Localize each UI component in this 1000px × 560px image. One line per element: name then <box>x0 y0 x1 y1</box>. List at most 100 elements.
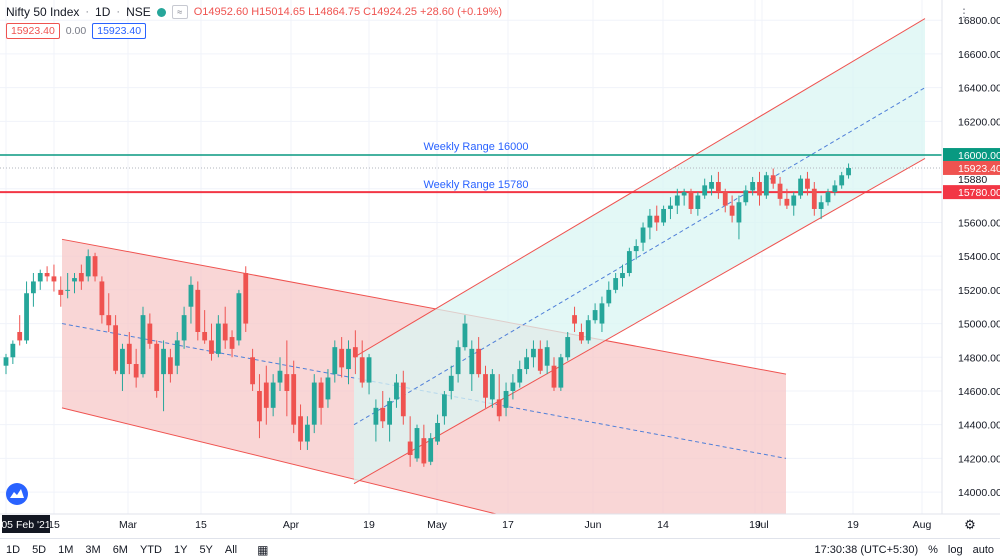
candle-body <box>3 357 9 366</box>
candle <box>592 303 598 324</box>
candle-body <box>168 357 173 375</box>
candle <box>380 390 386 429</box>
candle <box>263 365 269 425</box>
candle <box>606 281 612 307</box>
channel-mid-line <box>61 323 787 459</box>
candle-body <box>729 205 735 216</box>
candle <box>791 192 797 216</box>
candle <box>551 357 557 391</box>
candle <box>215 315 221 358</box>
range-button-5d[interactable]: 5D <box>32 543 47 556</box>
candle-body <box>161 348 166 375</box>
candle <box>168 348 173 383</box>
candle-body <box>832 185 838 193</box>
candle <box>716 171 721 199</box>
settings-gear-icon[interactable]: ⚙ <box>964 517 976 532</box>
range-button-all[interactable]: All <box>224 543 238 556</box>
price-tick-label: 15000.00 <box>958 319 1000 331</box>
range-button-3m[interactable]: 3M <box>85 543 101 556</box>
candle <box>257 374 262 439</box>
candle-body <box>503 390 509 408</box>
candle <box>620 264 625 287</box>
candle-body <box>510 382 516 391</box>
range-button-5y[interactable]: 5Y <box>199 543 213 556</box>
candle-body <box>140 315 146 375</box>
candle <box>798 175 803 199</box>
candle-body <box>825 192 831 203</box>
calendar-goto-icon[interactable]: ▦ <box>257 542 269 557</box>
candle-body <box>750 182 756 191</box>
range-button-1m[interactable]: 1M <box>58 543 74 556</box>
candle <box>476 337 482 378</box>
candle-body <box>674 195 680 206</box>
candle-body <box>544 347 550 366</box>
log-toggle[interactable]: log <box>947 543 963 556</box>
candle-body <box>654 215 660 223</box>
candle-body <box>736 202 742 223</box>
candle <box>202 310 208 344</box>
candle <box>181 306 187 349</box>
clock-label[interactable]: 17:30:38 (UTC+5:30) <box>814 543 919 556</box>
candle <box>729 195 735 223</box>
range-button-ytd[interactable]: YTD <box>139 543 162 556</box>
candle-body <box>743 190 749 203</box>
candle <box>161 340 166 412</box>
candle <box>51 264 57 292</box>
bid-ask-row: 15923.40 0.00 15923.40 <box>6 23 147 39</box>
compare-icon[interactable]: ≈ <box>171 5 188 19</box>
candle <box>688 188 694 215</box>
candle-body <box>318 382 324 408</box>
candle-body <box>763 175 769 196</box>
time-tick-label: Jun <box>585 519 602 531</box>
candle-body <box>339 348 345 368</box>
channel-fill <box>354 18 925 484</box>
candle <box>414 424 420 462</box>
interval-label[interactable]: 1D <box>95 5 111 19</box>
range-button-6m[interactable]: 6M <box>112 543 128 556</box>
price-tick-label: 14800.00 <box>958 352 1000 364</box>
candle <box>92 252 98 282</box>
candle <box>489 369 495 408</box>
candle-body <box>380 407 386 422</box>
candle <box>195 281 201 341</box>
channel-upper-line <box>353 18 926 358</box>
time-tick-label: 15 <box>195 519 207 531</box>
candle-body <box>784 198 790 206</box>
candle-body <box>421 438 427 464</box>
candle-body <box>414 428 420 459</box>
symbol-title[interactable]: Nifty 50 Index <box>6 5 80 19</box>
candle-body <box>770 175 776 184</box>
channel-lower-line <box>353 157 926 485</box>
time-tick-label: Apr <box>283 519 300 531</box>
candle <box>483 365 488 408</box>
candle <box>585 315 591 344</box>
candle-body <box>805 178 810 189</box>
percent-toggle[interactable]: % <box>928 543 938 556</box>
candle <box>462 315 468 351</box>
sell-price-pill[interactable]: 15923.40 <box>6 23 60 39</box>
candle-body <box>311 382 317 425</box>
candle <box>839 171 845 189</box>
candle-body <box>263 382 269 408</box>
candle <box>65 273 71 299</box>
candle <box>133 348 139 388</box>
candle-body <box>791 195 797 206</box>
range-button-1d[interactable]: 1D <box>6 543 21 556</box>
price-tick-label: 14000.00 <box>958 487 1000 499</box>
time-tick-label: Jul <box>755 519 768 531</box>
candle <box>120 343 125 391</box>
candle-body <box>154 343 160 391</box>
range-button-1y[interactable]: 1Y <box>173 543 188 556</box>
candle <box>428 433 434 466</box>
more-options-icon[interactable]: ⋮ <box>958 6 970 20</box>
price-label-bg <box>943 148 1000 163</box>
candle-body <box>633 246 639 252</box>
price-tick-label: 14400.00 <box>958 420 1000 432</box>
annotation-weekly-range-16000: Weekly Range 16000 <box>424 141 529 153</box>
candle-body <box>37 273 43 282</box>
candle-body <box>352 347 358 358</box>
auto-toggle[interactable]: auto <box>972 543 994 556</box>
time-tick-label: 19 <box>749 519 761 531</box>
buy-price-pill[interactable]: 15923.40 <box>92 23 147 39</box>
